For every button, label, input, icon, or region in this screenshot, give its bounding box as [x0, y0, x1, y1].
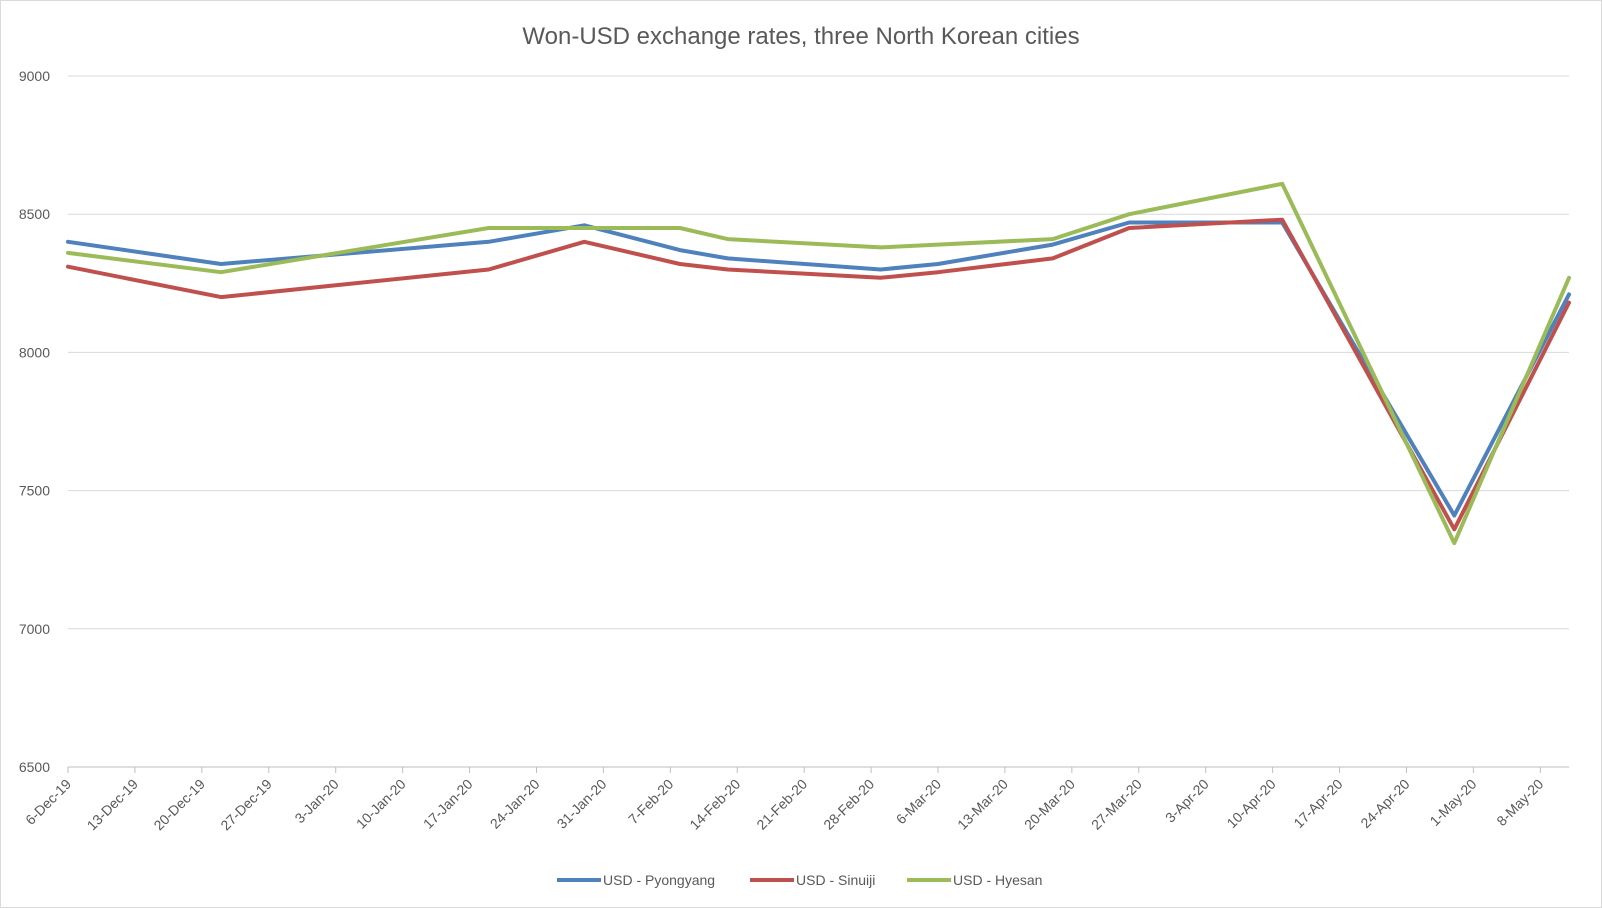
x-tick-label: 27-Dec-19 — [217, 776, 275, 834]
y-tick-label: 6500 — [19, 759, 50, 775]
x-tick-label: 1-May-20 — [1426, 776, 1479, 829]
y-tick-label: 7000 — [19, 621, 50, 637]
series-line — [66, 220, 1571, 518]
x-tick-label: 13-Mar-20 — [954, 776, 1011, 833]
x-tick-label: 24-Jan-20 — [487, 776, 543, 832]
x-tick-label: 10-Apr-20 — [1223, 776, 1278, 831]
y-tick-label: 8000 — [19, 344, 50, 360]
x-tick-label: 6-Mar-20 — [893, 776, 945, 828]
y-axis: 6500 7000 7500 8000 8500 9000 — [19, 68, 50, 775]
x-tick-label: 27-Mar-20 — [1088, 776, 1145, 833]
x-tick-label: 17-Apr-20 — [1290, 776, 1345, 831]
chart-title: Won-USD exchange rates, three North Kore… — [522, 23, 1079, 50]
x-tick-label: 3-Apr-20 — [1162, 776, 1212, 826]
legend: USD - Pyongyang USD - Sinuiji USD - Hyesan — [557, 872, 1042, 888]
x-tick-label: 20-Mar-20 — [1021, 776, 1078, 833]
gridlines — [68, 75, 1569, 630]
series-lines — [66, 181, 1571, 546]
x-tick-label: 8-May-20 — [1493, 776, 1546, 829]
series-line — [66, 217, 1571, 532]
legend-entry: USD - Pyongyang — [603, 872, 715, 888]
x-tick-label: 14-Feb-20 — [686, 776, 743, 833]
x-tick-label: 7-Feb-20 — [625, 776, 677, 828]
x-tick-label: 3-Jan-20 — [291, 776, 342, 827]
legend-entry: USD - Sinuiji — [796, 872, 875, 888]
x-tick-label: 10-Jan-20 — [353, 776, 409, 832]
x-tick-label: 21-Feb-20 — [753, 776, 810, 833]
legend-entry: USD - Hyesan — [953, 872, 1042, 888]
x-tick-label: 24-Apr-20 — [1357, 776, 1412, 831]
x-axis — [67, 766, 1569, 773]
y-tick-label: 8500 — [19, 206, 50, 222]
x-tick-label: 6-Dec-19 — [22, 776, 74, 828]
series-line — [66, 181, 1571, 546]
x-tick-label: 20-Dec-19 — [150, 776, 208, 834]
x-tick-label: 17-Jan-20 — [420, 776, 476, 832]
x-tick-labels: 6-Dec-19 13-Dec-19 20-Dec-19 27-Dec-19 3-Jan… — [22, 776, 1547, 834]
x-tick-label: 28-Feb-20 — [820, 776, 877, 833]
x-tick-label: 13-Dec-19 — [84, 776, 142, 834]
y-tick-label: 9000 — [19, 68, 50, 84]
y-tick-label: 7500 — [19, 483, 50, 499]
x-tick-label: 31-Jan-20 — [554, 776, 610, 832]
